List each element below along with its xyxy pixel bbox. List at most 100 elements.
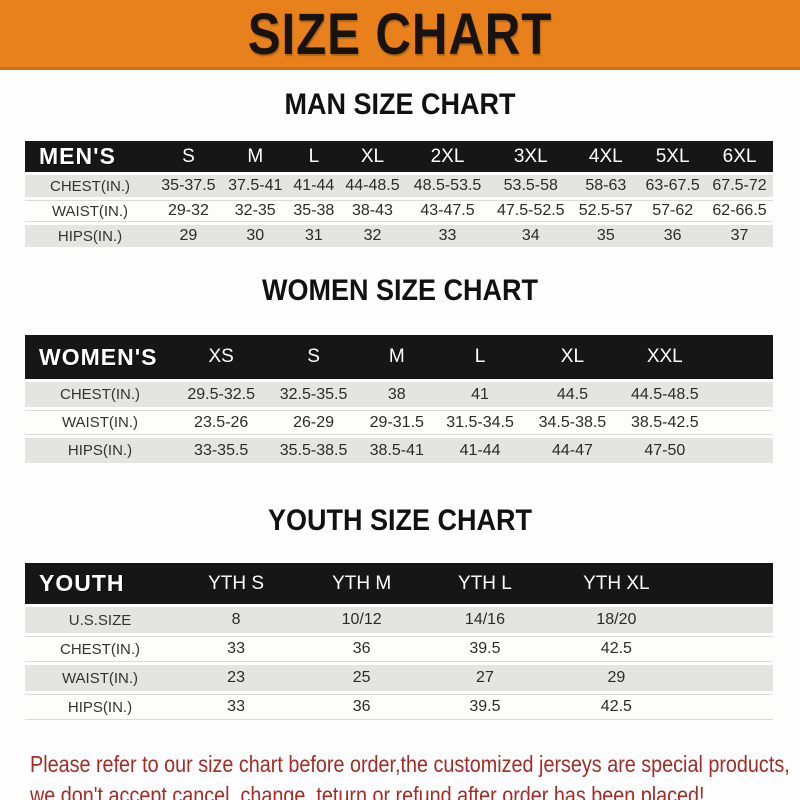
value-cell: 34 [489,225,573,247]
value-cell: 37 [706,225,773,247]
value-cell: 41 [433,382,527,407]
column-header: 2XL [405,141,490,172]
value-cell: 26-29 [267,410,360,435]
filler-cell [689,607,773,633]
filler-cell [689,694,773,720]
table-row: CHEST(IN.) 29.5-32.5 32.5-35.5 38 41 44.5 44.5… [25,382,773,407]
value-cell: 43-47.5 [405,200,490,222]
value-cell: 36 [297,694,427,720]
row-label-cell: HIPS(IN.) [25,225,155,247]
column-header: L [433,335,527,379]
table-row: WAIST(IN.) 23 25 27 29 [25,665,773,691]
column-header: M [359,335,434,379]
column-header: S [267,335,360,379]
value-cell: 31 [288,225,340,247]
value-cell: 29.5-32.5 [175,382,268,407]
banner: SIZE CHART [0,0,800,70]
value-cell: 63-67.5 [639,175,707,197]
table-title-cell: WOMEN'S [25,335,175,379]
value-cell: 47.5-52.5 [489,200,573,222]
women-section-title: WOMEN SIZE CHART [262,274,538,307]
value-cell: 52.5-57 [572,200,640,222]
value-cell: 44.5 [526,382,619,407]
notice-line-1: Please refer to our size chart before or… [30,751,790,777]
table-row: CHEST(IN.) 33 36 39.5 42.5 [25,636,773,662]
value-cell: 38.5-42.5 [618,410,711,435]
value-cell: 10/12 [297,607,427,633]
row-label-cell: WAIST(IN.) [25,410,175,435]
youth-size-table: YOUTH YTH S YTH M YTH L YTH XL U.S.SIZE 8 10/12… [25,560,773,723]
value-cell: 42.5 [543,636,689,662]
filler-cell [711,438,773,463]
value-cell: 31.5-34.5 [433,410,527,435]
column-header: 4XL [572,141,640,172]
footer-notice: Please refer to our size chart before or… [30,749,790,800]
section-men: MAN SIZE CHART MEN'S S M L XL 2XL 3XL 4XL 5XL 6XL… [0,88,800,250]
column-header: M [221,141,289,172]
table-title-cell: MEN'S [25,141,155,172]
value-cell: 39.5 [426,694,544,720]
column-header: YTH M [297,563,427,604]
row-label-cell: HIPS(IN.) [25,438,175,463]
table-row: HIPS(IN.) 29 30 31 32 33 34 35 36 37 [25,225,773,247]
value-cell: 35-37.5 [155,175,222,197]
notice-line-2: we don't accept cancel, change, teturn o… [30,781,705,800]
value-cell: 18/20 [543,607,689,633]
value-cell: 62-66.5 [706,200,773,222]
value-cell: 48.5-53.5 [405,175,490,197]
value-cell: 30 [221,225,289,247]
value-cell: 35-38 [288,200,340,222]
value-cell: 67.5-72 [706,175,773,197]
section-women: WOMEN SIZE CHART WOMEN'S XS S M L XL XXL CHEST(… [0,274,800,466]
filler-cell [689,665,773,691]
page-title: SIZE CHART [247,0,553,66]
value-cell: 32-35 [221,200,289,222]
column-header: YTH L [426,563,544,604]
row-label-cell: CHEST(IN.) [25,636,175,662]
table-header-row: MEN'S S M L XL 2XL 3XL 4XL 5XL 6XL [25,141,773,172]
column-header: XS [175,335,268,379]
value-cell: 33 [175,636,298,662]
value-cell: 29-31.5 [359,410,434,435]
table-row: HIPS(IN.) 33 36 39.5 42.5 [25,694,773,720]
table-title-cell: YOUTH [25,563,175,604]
filler-cell [689,563,773,604]
column-header: XXL [618,335,711,379]
value-cell: 32 [339,225,406,247]
value-cell: 29 [543,665,689,691]
value-cell: 44-48.5 [339,175,406,197]
value-cell: 44.5-48.5 [618,382,711,407]
value-cell: 44-47 [526,438,619,463]
column-header: S [155,141,222,172]
value-cell: 36 [297,636,427,662]
value-cell: 57-62 [639,200,707,222]
men-size-table: MEN'S S M L XL 2XL 3XL 4XL 5XL 6XL CHEST(IN.) 35-37… [25,138,773,250]
value-cell: 53.5-58 [489,175,573,197]
value-cell: 39.5 [426,636,544,662]
column-header: 6XL [706,141,773,172]
table-header-row: YOUTH YTH S YTH M YTH L YTH XL [25,563,773,604]
value-cell: 47-50 [618,438,711,463]
value-cell: 37.5-41 [221,175,289,197]
column-header: L [288,141,340,172]
value-cell: 29 [155,225,222,247]
value-cell: 35.5-38.5 [267,438,360,463]
column-header: XL [339,141,406,172]
column-header: 3XL [489,141,573,172]
column-header: 5XL [639,141,707,172]
value-cell: 14/16 [426,607,544,633]
table-row: U.S.SIZE 8 10/12 14/16 18/20 [25,607,773,633]
value-cell: 35 [572,225,640,247]
value-cell: 23.5-26 [175,410,268,435]
value-cell: 29-32 [155,200,222,222]
table-row: HIPS(IN.) 33-35.5 35.5-38.5 38.5-41 41-44 44-… [25,438,773,463]
value-cell: 33 [405,225,490,247]
value-cell: 34.5-38.5 [526,410,619,435]
value-cell: 33 [175,694,298,720]
value-cell: 41-44 [288,175,340,197]
section-youth: YOUTH SIZE CHART YOUTH YTH S YTH M YTH L YTH… [0,504,800,723]
value-cell: 36 [639,225,707,247]
filler-cell [711,410,773,435]
row-label-cell: WAIST(IN.) [25,665,175,691]
